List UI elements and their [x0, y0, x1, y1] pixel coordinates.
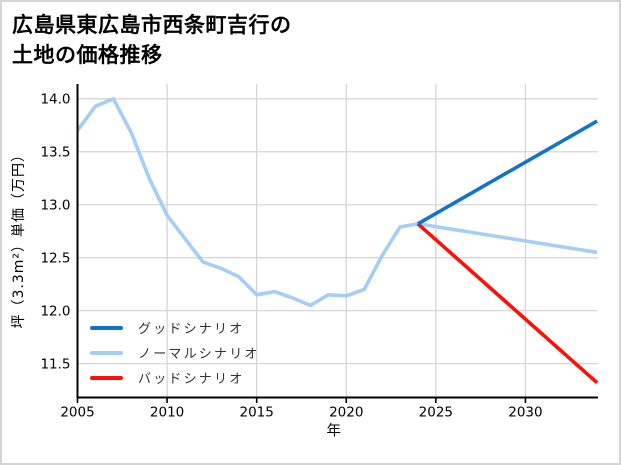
legend-label-good: グッドシナリオ	[138, 322, 245, 337]
y-tick-label-11.5: 11.5	[40, 356, 70, 372]
x-tick-label-2010: 2010	[150, 405, 184, 421]
series-line-good	[417, 119, 598, 226]
legend-label-bad: バッドシナリオ	[138, 372, 245, 387]
x-tick-label-2005: 2005	[60, 405, 94, 421]
page-title: 広島県東広島市西条町吉行の 土地の価格推移	[12, 10, 292, 70]
y-tick-label-13.0: 13.0	[40, 198, 70, 214]
y-tick-label-13.5: 13.5	[40, 145, 70, 161]
y-tick-label-14.0: 14.0	[40, 92, 70, 108]
series-line-normal	[76, 97, 598, 308]
legend-swatch-normal	[90, 350, 123, 355]
legend-item-bad: バッドシナリオ	[90, 365, 260, 390]
legend-item-good: グッドシナリオ	[90, 315, 260, 340]
x-tick-label-2015: 2015	[239, 405, 273, 421]
legend-label-normal: ノーマルシナリオ	[138, 347, 260, 362]
legend-item-normal: ノーマルシナリオ	[90, 340, 260, 365]
x-tick-label-2020: 2020	[329, 405, 363, 421]
y-tick-label-12.0: 12.0	[40, 303, 70, 319]
title-line-2: 土地の価格推移	[12, 43, 163, 67]
series-line-bad	[416, 222, 599, 385]
legend-swatch-bad	[90, 375, 123, 380]
chart-legend: グッドシナリオ ノーマルシナリオ バッドシナリオ	[90, 315, 260, 390]
x-axis-title: 年	[327, 423, 342, 440]
y-tick-label-12.5: 12.5	[40, 250, 70, 266]
legend-swatch-good	[90, 325, 123, 330]
title-line-1: 広島県東広島市西条町吉行の	[12, 13, 292, 37]
x-tick-label-2025: 2025	[419, 405, 453, 421]
y-axis-title: 坪（3.3m²）単価（万円）	[11, 147, 27, 329]
x-tick-label-2030: 2030	[508, 405, 542, 421]
